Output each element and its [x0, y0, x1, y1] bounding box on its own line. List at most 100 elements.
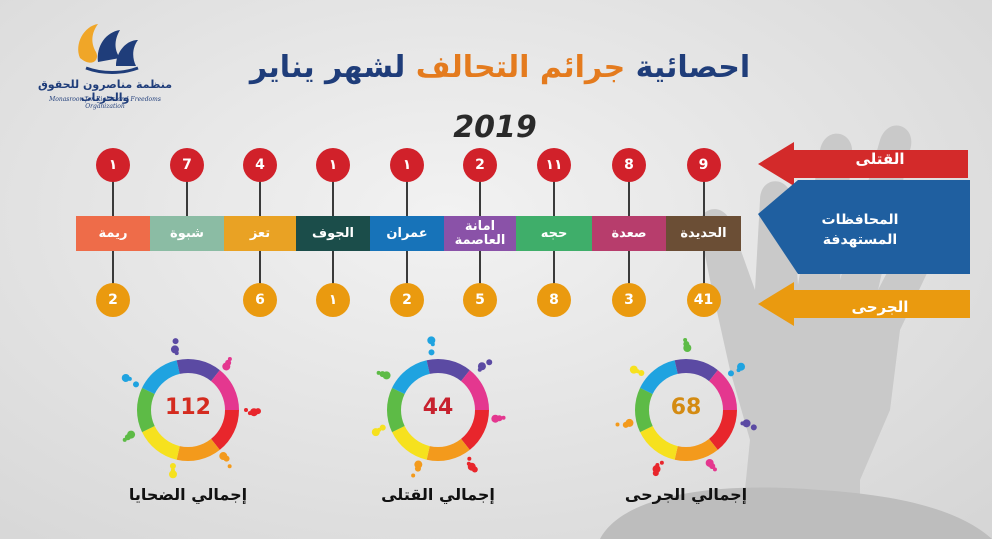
injured-count: 3 [612, 283, 646, 317]
injured-count: 5 [463, 283, 497, 317]
splash-drop [247, 411, 252, 416]
governorate-segment: ريمة [76, 216, 150, 251]
splash-arc [142, 360, 181, 395]
splash-drop [655, 463, 660, 468]
governorates-bar: ريمة شبوة تعز الجوف عمران امانة العاصمة حجه صعد… [76, 216, 741, 251]
logo: منظمة مناصرون للحقوق والحريات Monasroon … [30, 18, 180, 113]
color-splash-icon [371, 336, 506, 478]
killed-count: ١١ [537, 148, 571, 182]
splash-drop [705, 458, 714, 467]
splash-arc [392, 425, 431, 460]
splash-drop [652, 465, 661, 474]
governorate-segment: شبوة [150, 216, 224, 251]
splash-drop [169, 463, 176, 470]
governorate-segment: تعز [224, 216, 296, 251]
splash-drop [736, 368, 741, 373]
killed-stem [479, 180, 481, 216]
killed-count: 4 [243, 148, 277, 182]
splash-drop [477, 367, 482, 372]
injured-count: 2 [96, 283, 130, 317]
governorate-segment: الحديدة [666, 216, 741, 251]
title-year: 2019 [453, 110, 537, 145]
injured-stem [553, 251, 555, 287]
splash-drop [382, 371, 391, 380]
splash-drop [170, 468, 175, 473]
splash-arc [142, 425, 181, 460]
legend-arrows [758, 142, 970, 326]
killed-count: ١ [96, 148, 130, 182]
killed-stem [186, 180, 188, 216]
killed-count: 9 [686, 148, 721, 182]
splash-arc [176, 359, 220, 382]
splash-drop [172, 338, 179, 345]
splash-drop [466, 461, 471, 466]
splash-arc [460, 370, 489, 411]
splash-drop [428, 349, 435, 356]
killed-count: 8 [612, 148, 646, 182]
governorates-arrow [758, 180, 970, 274]
splash-arc [460, 409, 489, 450]
injured-arrow [758, 282, 970, 326]
killed-count: 2 [463, 148, 497, 182]
splash-arc [392, 360, 431, 395]
logo-mark-icon [78, 24, 139, 74]
splash-drop [132, 381, 139, 388]
injured-stem [479, 251, 481, 287]
color-splash-icon [615, 338, 757, 477]
killed-stem [112, 180, 114, 216]
injured-count: 41 [686, 283, 721, 317]
splash-arc [708, 409, 737, 450]
splash-drop [219, 452, 228, 461]
injured-count: 8 [537, 283, 571, 317]
splash-drop [244, 408, 248, 412]
killed-arrow [758, 142, 968, 186]
killed-count: ١ [390, 148, 424, 182]
killed-stem [628, 180, 630, 216]
logo-name-ar: منظمة مناصرون للحقوق والحريات [37, 78, 173, 104]
splash-drop [727, 370, 734, 377]
hand-silhouette [600, 125, 992, 539]
logo-name-en: Monasroon for Rights and Freedoms Organi… [49, 96, 161, 110]
splash-drop [249, 408, 258, 417]
splash-drop [615, 422, 620, 427]
splash-drop [742, 419, 751, 428]
splash-drop [121, 373, 130, 382]
splash-drop [740, 421, 745, 426]
splash-drop [625, 418, 634, 427]
injured-count: 2 [390, 283, 424, 317]
splash-arc [210, 370, 239, 411]
legend-governorates: المحافظات المستهدفة [821, 212, 899, 248]
splash-arc [426, 438, 470, 461]
total-value: 68 [670, 395, 702, 420]
splash-drop [227, 464, 232, 469]
killed-count: 7 [170, 148, 204, 182]
injured-stem [406, 251, 408, 287]
splash-drop [467, 456, 472, 461]
splash-drop [127, 430, 136, 439]
page-title: احصائية جرائم التحالف لشهر يناير 2019 [215, 38, 785, 145]
splash-drop [486, 359, 493, 366]
splash-drop [683, 344, 692, 353]
killed-stem [259, 180, 261, 216]
splash-arc [137, 387, 155, 433]
splash-arc [210, 409, 239, 450]
splash-arc [674, 438, 718, 461]
governorate-segment: الجوف [296, 216, 370, 251]
legend-injured: الجرحى [851, 298, 909, 316]
injured-count: ١ [316, 283, 350, 317]
legend-killed: القتلى [855, 150, 905, 168]
splash-drop [222, 362, 231, 371]
splash-arc [708, 370, 737, 411]
splash-arc [387, 387, 405, 433]
splash-arc [635, 387, 653, 433]
governorate-segment: امانة العاصمة [444, 216, 516, 251]
splash-drop [174, 351, 179, 356]
injured-count: 6 [243, 283, 277, 317]
splash-arc [674, 359, 718, 382]
splash-arc [640, 425, 679, 460]
splash-drop [411, 473, 416, 478]
governorate-segment: عمران [370, 216, 444, 251]
splash-drop [491, 414, 500, 423]
total-label: إجمالي الضحايا [128, 485, 248, 504]
splash-drop [379, 424, 386, 431]
